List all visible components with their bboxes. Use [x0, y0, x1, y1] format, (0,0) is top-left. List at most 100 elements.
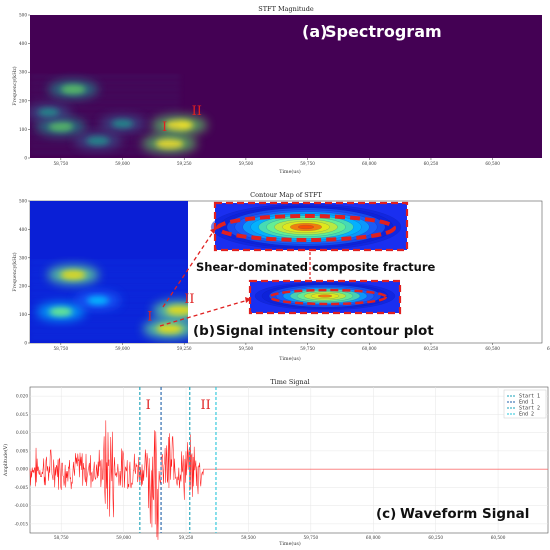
inset-1-frame	[213, 201, 409, 252]
c-xtick-label: 60,250	[428, 535, 443, 540]
panel-b: Contour Map of STFT 0 100 200 300 400 500 58,…	[11, 191, 550, 362]
panel-a-heat-layer	[30, 75, 208, 154]
a-heat-band	[30, 94, 180, 98]
panel-c-heading: Waveform Signal	[400, 506, 529, 522]
panel-c-x-ticks: 58,750 59,000 59,250 59,500 59,750 60,000 60,2…	[54, 535, 506, 540]
a-heat-band	[30, 119, 180, 123]
panel-b-label: (b)	[193, 323, 215, 339]
b-ytick-label: 300	[19, 255, 27, 260]
a-ytick-label: 500	[19, 13, 27, 18]
b-heat-band	[30, 298, 188, 302]
b-heat-band	[30, 260, 188, 264]
panel-a-marker-II: II	[192, 104, 202, 119]
b-heat-band	[30, 285, 188, 289]
c-ytick-label: 0.010	[16, 430, 28, 435]
a-xtick-label: 59,500	[239, 161, 254, 166]
panel-b-heat-layer	[30, 260, 188, 339]
legend-label: Start 1	[519, 394, 540, 400]
a-xtick-label: 60,000	[362, 161, 377, 166]
panel-c-ylabel: Amplitude(V)	[2, 444, 9, 477]
a-xtick-label: 59,750	[300, 161, 315, 166]
b-xtick-label: 60,750	[547, 346, 550, 351]
panel-b-marker-II: II	[184, 292, 194, 307]
panel-b-xlabel: Time(us)	[279, 355, 301, 362]
a-xtick-label: 59,000	[115, 161, 130, 166]
c-ytick-label: -0.005	[15, 485, 29, 490]
a-heat-band	[30, 75, 180, 79]
panel-a-heading: Spectrogram	[325, 22, 442, 41]
c-ytick-label: 0.015	[16, 412, 28, 417]
b-xtick-label: 60,250	[424, 346, 439, 351]
c-xtick-label: 59,000	[116, 535, 131, 540]
c-xtick-label: 59,250	[179, 535, 194, 540]
legend-label: End 2	[519, 412, 534, 418]
b-ytick-label: 500	[19, 199, 27, 204]
panel-b-title: Contour Map of STFT	[250, 191, 322, 199]
b-xtick-label: 60,000	[362, 346, 377, 351]
panel-a-marker-I: I	[162, 120, 167, 135]
panel-b-marker-I: I	[147, 309, 152, 324]
c-ytick-label: -0.010	[15, 503, 29, 508]
connector-line-2	[159, 299, 249, 327]
panel-c-y-ticks: 0.020 0.015 0.010 0.005 0.000 -0.005 -0.010 -0.…	[15, 394, 29, 527]
panel-a-xlabel: Time(us)	[279, 168, 301, 175]
b-ytick-label: 400	[19, 227, 27, 232]
inset-2-highlight-ellipse	[268, 288, 388, 306]
a-heat-band	[30, 106, 180, 110]
b-ytick-label: 0	[24, 341, 27, 346]
legend-label: Start 2	[519, 406, 540, 412]
b-heat-band	[30, 279, 188, 283]
connector-arrow-2	[245, 297, 251, 303]
a-heat-band	[30, 81, 180, 85]
c-xtick-label: 58,750	[54, 535, 69, 540]
a-heat-band	[30, 113, 180, 117]
b-xtick-label: 59,000	[115, 346, 130, 351]
panel-c-label: (c)	[376, 506, 396, 522]
inset-2-contours	[254, 281, 396, 311]
inset-2-frame	[248, 279, 402, 315]
inset-zoom-2	[248, 279, 402, 315]
b-heat-band	[30, 335, 188, 339]
panel-c-marker-I: I	[146, 398, 151, 413]
a-heat-band	[30, 138, 180, 142]
panel-b-x-ticks: 58,750 59,000 59,250 59,500 59,750 60,000 60,2…	[54, 343, 550, 351]
b-xtick-label: 59,500	[239, 346, 254, 351]
b-xtick-label: 59,750	[300, 346, 315, 351]
b-ytick-label: 200	[19, 284, 27, 289]
panel-c-axes	[29, 386, 549, 534]
a-ytick-label: 200	[19, 98, 27, 103]
panel-a: STFT Magnitude 0 100 200 300 400 500 58,750 59…	[11, 5, 542, 175]
b-ytick-label: 100	[19, 312, 27, 317]
b-heat-band	[30, 292, 188, 296]
panel-a-title: STFT Magnitude	[258, 5, 314, 13]
b-heat-band	[30, 304, 188, 308]
a-xtick-label: 58,750	[54, 161, 69, 166]
a-heat-band	[30, 150, 180, 154]
a-heat-band	[30, 131, 180, 135]
inset-zoom-1	[210, 201, 409, 252]
b-heat-band	[30, 329, 188, 333]
panel-c-marker-II: II	[200, 398, 210, 413]
a-heat-band	[30, 87, 180, 91]
panel-c: Time Signal 0.020 0.015 0.010 0.005 0.000 -0.…	[2, 378, 549, 547]
inset-1-highlight-ellipse	[216, 214, 396, 242]
c-xtick-label: 60,500	[491, 535, 506, 540]
inset-1-contours	[210, 203, 402, 251]
panel-a-label: (a)	[302, 22, 327, 41]
a-ytick-label: 100	[19, 127, 27, 132]
panel-c-title: Time Signal	[270, 378, 309, 386]
contour-ring	[297, 224, 315, 230]
panel-c-xlabel: Time(us)	[279, 540, 301, 547]
contour-ring	[317, 294, 333, 298]
c-ytick-label: -0.015	[15, 521, 29, 526]
panel-a-y-ticks: 0 100 200 300 400 500	[19, 13, 30, 161]
b-heat-band	[30, 310, 188, 314]
b-heat-band	[30, 273, 188, 277]
c-xtick-label: 59,750	[304, 535, 319, 540]
a-xtick-label: 60,250	[424, 161, 439, 166]
c-ytick-label: 0.005	[16, 448, 28, 453]
legend-box	[503, 389, 547, 419]
panel-c-grid	[30, 387, 548, 533]
c-xtick-label: 59,500	[241, 535, 256, 540]
